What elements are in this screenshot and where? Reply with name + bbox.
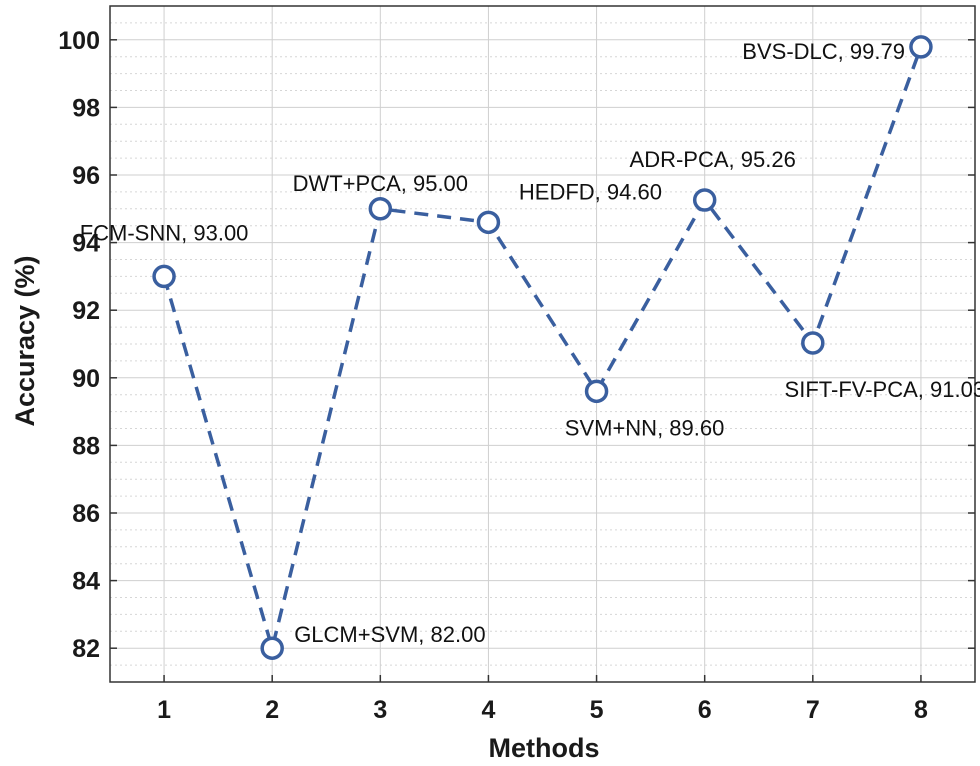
data-labels: FCM-SNN, 93.00 GLCM+SVM, 82.00 DWT+PCA, 95… [80,39,980,647]
y-tick-label: 94 [72,230,100,258]
data-point-marker [692,188,717,212]
y-tick-label: 88 [72,432,100,460]
y-tick-label: 90 [72,365,100,393]
data-label: ADR-PCA, 95.26 [630,147,796,172]
y-tick-label: 82 [72,635,100,663]
data-point-marker [476,210,501,235]
x-tick-label: 8 [914,696,928,724]
data-label: SIFT-FV-PCA, 91.03 [785,377,980,402]
data-point-marker [260,636,284,660]
data-label: SVM+NN, 89.60 [565,415,725,440]
grid-lines [110,5,975,683]
y-tick-label: 84 [72,568,100,596]
x-axis-title: Methods [489,733,600,763]
y-tick-label: 100 [58,27,100,55]
data-point-marker [584,379,609,404]
data-point-marker [368,197,393,221]
x-tick-label: 4 [481,696,495,724]
x-tick-label: 7 [806,696,820,724]
y-tick-label: 86 [72,500,100,528]
x-tick-label: 3 [373,696,387,724]
x-tick-label: 2 [265,696,279,724]
data-point-marker [801,331,825,355]
data-label: DWT+PCA, 95.00 [293,171,468,196]
data-label: FCM-SNN, 93.00 [80,220,249,245]
x-tick-label: 6 [698,696,712,724]
axes: 82 84 86 88 90 92 94 96 98 100 1 2 3 4 5 6 7 8 [58,5,976,724]
data-label: HEDFD, 94.60 [519,179,662,204]
data-series [152,35,933,660]
y-tick-label: 96 [72,162,100,190]
data-point-marker [152,264,176,289]
data-label: BVS-DLC, 99.79 [742,39,905,64]
plot-frame [109,5,976,683]
y-tick-label: 92 [72,297,100,325]
data-point-marker [909,35,933,59]
x-tick-label: 1 [157,696,171,724]
y-axis-title: Accuracy (%) [10,255,40,426]
x-tick-label: 5 [590,696,604,724]
y-tick-label: 98 [72,94,100,122]
data-label: GLCM+SVM, 82.00 [294,622,485,647]
series-line [162,46,923,650]
